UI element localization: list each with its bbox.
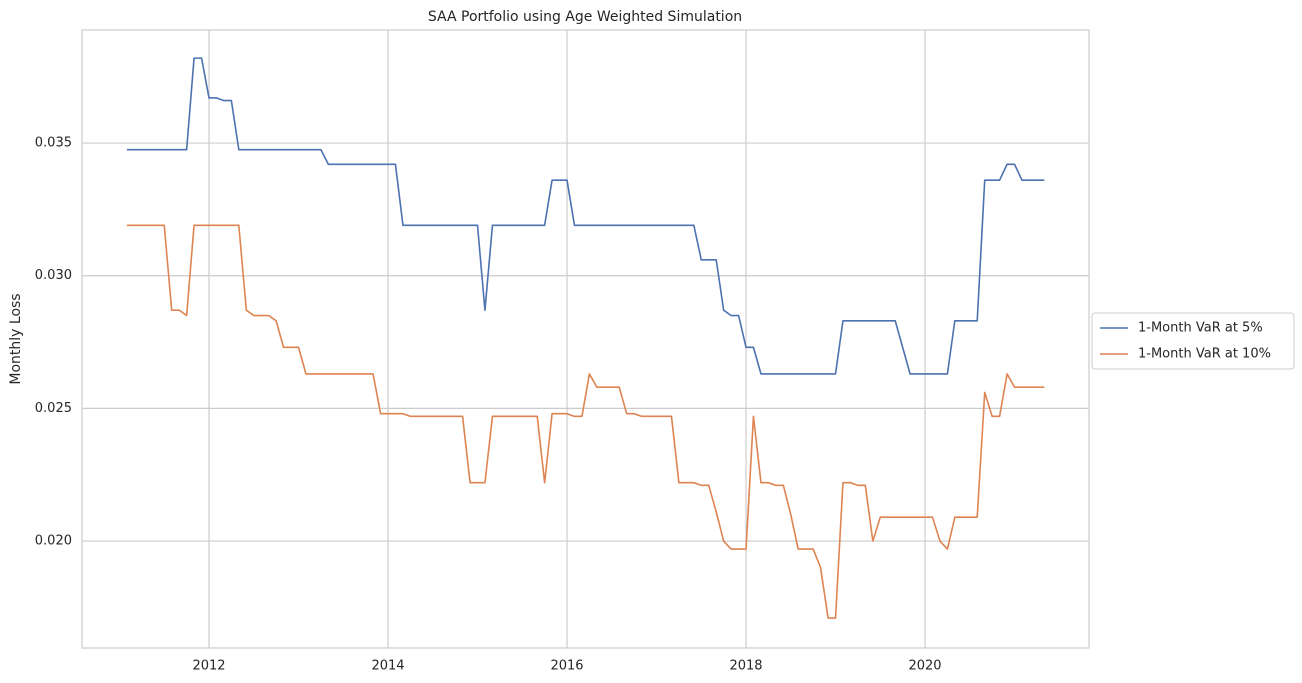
legend: 1-Month VaR at 5% 1-Month VaR at 10% <box>1091 312 1295 370</box>
y-axis-label: Monthly Loss <box>8 293 24 384</box>
x-tick-label: 2014 <box>371 659 404 674</box>
chart-title: SAA Portfolio using Age Weighted Simulat… <box>428 9 742 25</box>
plot-frame <box>81 29 1090 649</box>
x-tick-label: 2018 <box>729 659 762 674</box>
y-tick-label: 0.025 <box>35 401 72 416</box>
legend-label: 1-Month VaR at 5% <box>1138 321 1263 336</box>
x-tick-label: 2016 <box>550 659 583 674</box>
series-line <box>126 224 1045 619</box>
legend-box <box>1091 312 1295 370</box>
legend-label: 1-Month VaR at 10% <box>1138 347 1271 362</box>
y-tick-label: 0.020 <box>35 534 72 549</box>
y-tick-label: 0.030 <box>35 268 72 283</box>
x-tick-label: 2012 <box>192 659 225 674</box>
series-line <box>126 57 1045 375</box>
y-tick-label: 0.035 <box>35 136 72 151</box>
x-tick-label: 2020 <box>908 659 941 674</box>
